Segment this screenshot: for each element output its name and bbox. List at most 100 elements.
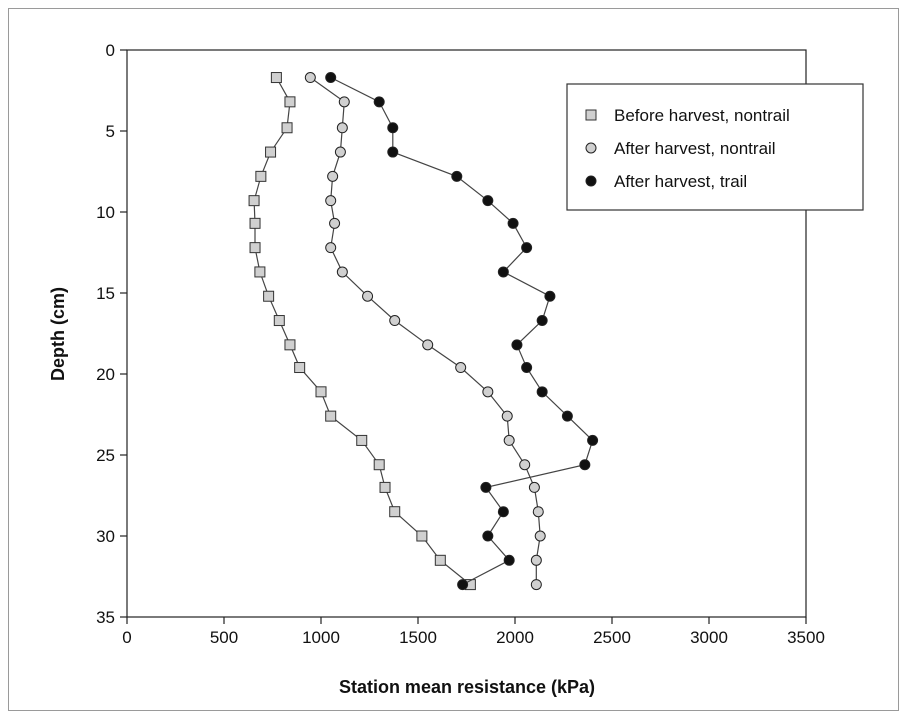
y-tick-label: 25	[96, 446, 115, 465]
data-point	[254, 266, 266, 278]
series-1	[248, 72, 476, 591]
y-tick-label: 15	[96, 284, 115, 303]
y-tick-label: 5	[106, 122, 115, 141]
data-point	[497, 506, 509, 518]
data-point	[544, 290, 556, 302]
legend-item: Before harvest, nontrail	[585, 106, 790, 125]
y-tick-label: 20	[96, 365, 115, 384]
series-layer	[248, 72, 599, 591]
data-point	[389, 315, 401, 327]
data-point	[284, 96, 296, 108]
data-point	[255, 170, 267, 182]
data-point	[519, 459, 531, 471]
data-point	[422, 339, 434, 351]
legend-box	[566, 83, 864, 211]
data-point	[482, 530, 494, 542]
data-point	[501, 410, 513, 422]
x-tick-label: 0	[122, 628, 131, 647]
data-point	[587, 434, 599, 446]
data-point	[532, 506, 544, 518]
data-point	[536, 315, 548, 327]
data-point	[325, 195, 337, 207]
data-point	[356, 434, 368, 446]
x-tick-label: 500	[210, 628, 238, 647]
legend-label: After harvest, trail	[614, 172, 747, 191]
series-line	[253, 77, 471, 586]
series-3	[325, 72, 599, 591]
data-point	[534, 530, 546, 542]
legend: Before harvest, nontrail After harvest, n…	[566, 83, 864, 211]
data-point	[507, 217, 519, 229]
data-point	[379, 481, 391, 493]
data-point	[521, 242, 533, 254]
data-point	[536, 386, 548, 398]
data-point	[338, 96, 350, 108]
data-point	[373, 459, 385, 471]
data-point	[528, 481, 540, 493]
y-tick-label: 35	[96, 608, 115, 627]
data-point	[325, 72, 337, 84]
series-line	[330, 76, 594, 586]
legend-label: Before harvest, nontrail	[614, 106, 790, 125]
data-point	[329, 217, 341, 229]
legend-marker	[585, 175, 597, 187]
data-point	[325, 242, 337, 254]
data-point	[273, 315, 285, 327]
x-axis-title: Station mean resistance (kPa)	[339, 677, 595, 697]
data-point	[451, 170, 463, 182]
y-axis-title: Depth (cm)	[48, 287, 68, 381]
data-point	[249, 217, 261, 229]
x-tick-label: 1500	[399, 628, 437, 647]
legend-label: After harvest, nontrail	[614, 139, 776, 158]
data-point	[457, 579, 469, 591]
x-tick-label: 3000	[690, 628, 728, 647]
data-point	[284, 339, 296, 351]
data-point	[327, 170, 339, 182]
data-point	[249, 242, 261, 254]
legend-item: After harvest, nontrail	[585, 139, 776, 158]
legend-marker	[585, 109, 597, 121]
data-point	[373, 96, 385, 108]
x-tick-label: 3500	[787, 628, 825, 647]
data-point	[455, 362, 467, 374]
data-point	[530, 554, 542, 566]
y-tick-label: 10	[96, 203, 115, 222]
series-line	[309, 77, 541, 585]
data-point	[334, 146, 346, 158]
data-point	[248, 195, 260, 207]
data-point	[482, 195, 494, 207]
data-point	[387, 146, 399, 158]
y-tick-label: 0	[106, 41, 115, 60]
data-point	[387, 122, 399, 134]
x-tick-label: 1000	[302, 628, 340, 647]
data-point	[336, 122, 348, 134]
legend-item: After harvest, trail	[585, 172, 747, 191]
axes: 0 500 1000 1500 2000 2500 3000 3500 0 5 10 15 20 25 30…	[96, 41, 825, 647]
data-point	[265, 146, 277, 158]
data-point	[416, 530, 428, 542]
data-point	[336, 266, 348, 278]
legend-marker	[585, 142, 597, 154]
data-point	[521, 362, 533, 374]
data-point	[503, 554, 515, 566]
data-point	[579, 459, 591, 471]
data-point	[315, 386, 327, 398]
series-2	[304, 72, 546, 591]
data-point	[281, 122, 293, 134]
data-point	[503, 434, 515, 446]
data-point	[511, 339, 523, 351]
data-point	[304, 72, 316, 84]
data-point	[270, 72, 282, 84]
data-point	[530, 579, 542, 591]
x-tick-label: 2000	[496, 628, 534, 647]
data-point	[480, 481, 492, 493]
data-point	[561, 410, 573, 422]
x-tick-label: 2500	[593, 628, 631, 647]
plot-area-border	[126, 49, 807, 618]
data-point	[434, 554, 446, 566]
data-point	[325, 410, 337, 422]
data-point	[482, 386, 494, 398]
data-point	[263, 290, 275, 302]
data-point	[497, 266, 509, 278]
